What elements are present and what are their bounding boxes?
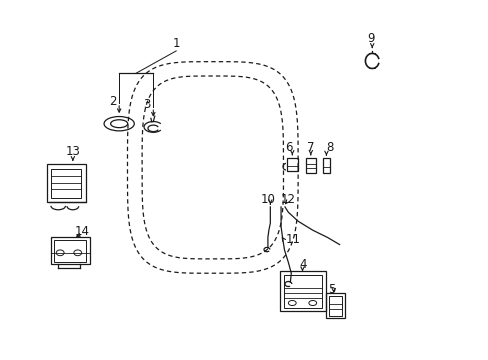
Text: 13: 13 (65, 145, 80, 158)
Text: 12: 12 (280, 193, 295, 206)
Text: 4: 4 (299, 258, 306, 271)
Text: 6: 6 (284, 141, 291, 154)
Text: 2: 2 (109, 95, 116, 108)
Text: 10: 10 (260, 193, 275, 206)
Text: 11: 11 (285, 233, 300, 246)
Text: 14: 14 (75, 225, 90, 238)
Text: 1: 1 (172, 37, 180, 50)
Text: 9: 9 (367, 32, 374, 45)
Text: 3: 3 (143, 98, 150, 111)
Text: 7: 7 (306, 141, 313, 154)
Text: 8: 8 (325, 141, 333, 154)
Text: 5: 5 (328, 283, 335, 296)
